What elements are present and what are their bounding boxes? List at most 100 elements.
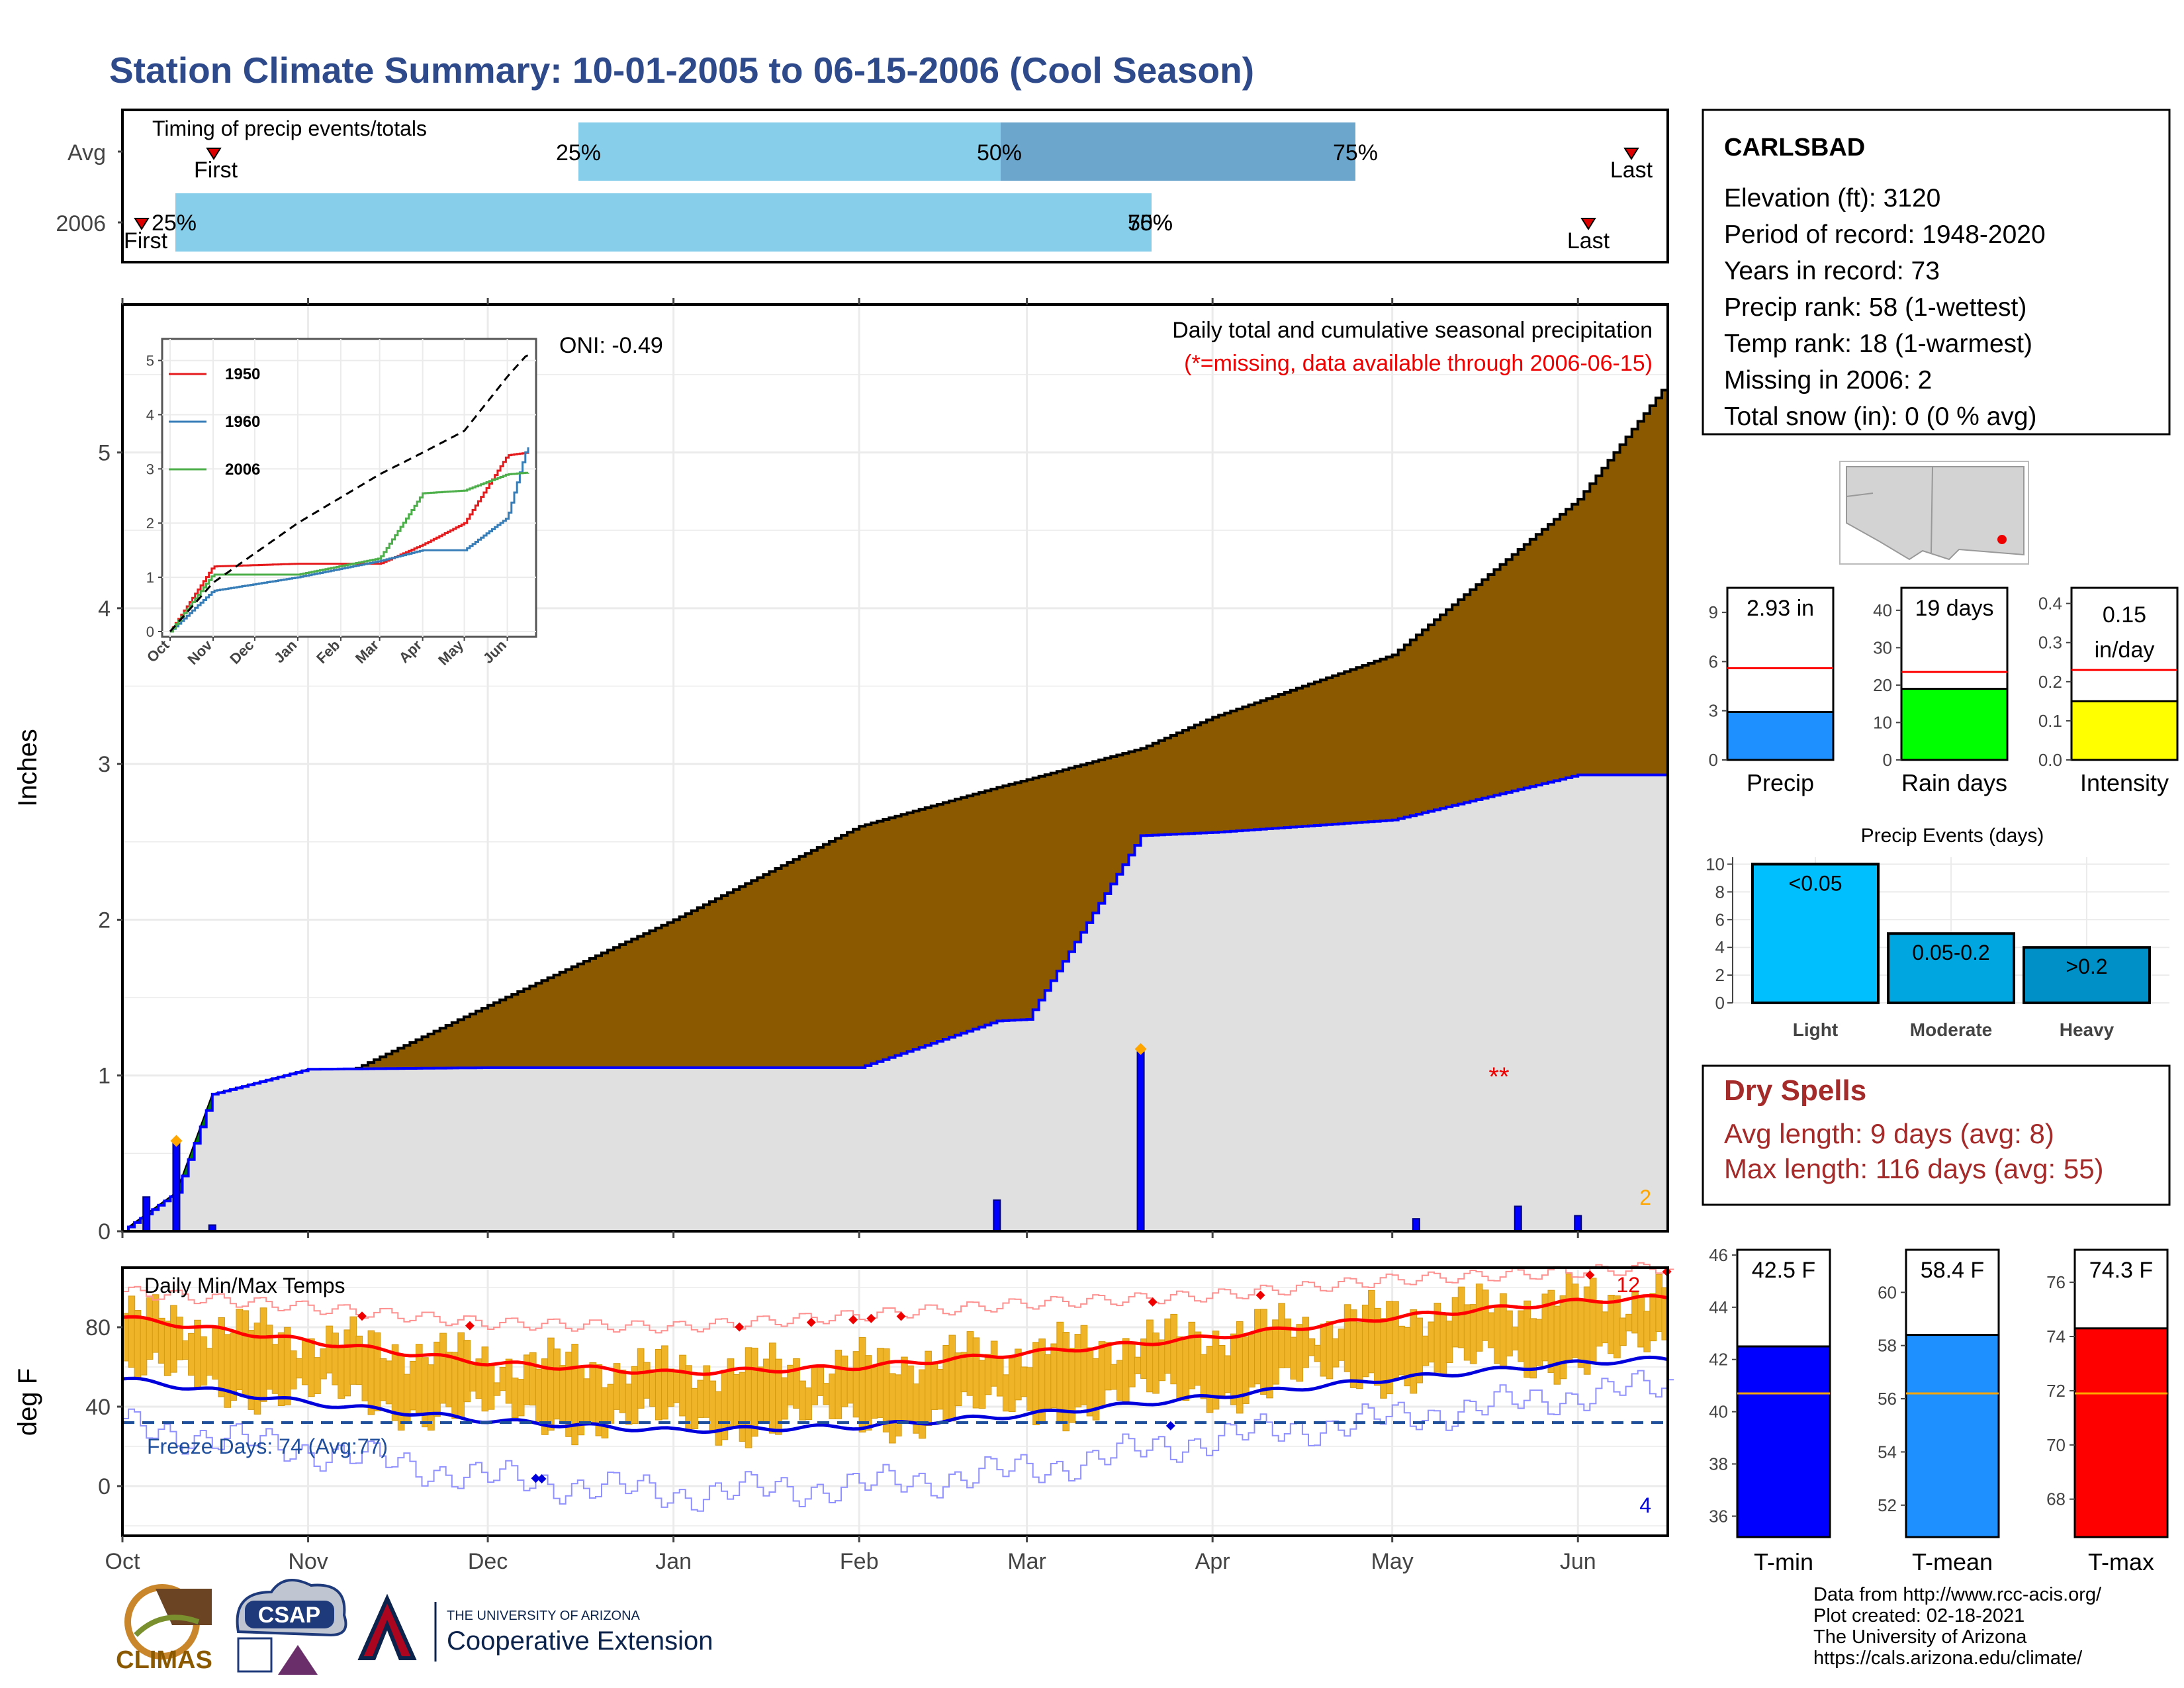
daily-temp-bar — [320, 1348, 327, 1380]
daily-temp-bar — [457, 1332, 465, 1418]
daily-temp-bar — [295, 1358, 303, 1379]
raindays-bar — [1900, 688, 2009, 761]
daily-temp-bar — [799, 1380, 806, 1421]
daily-temp-bar — [846, 1368, 854, 1404]
tmin-category-label: T-min — [1754, 1548, 1813, 1575]
daily-temp-bar — [733, 1374, 741, 1429]
daily-temp-bar — [739, 1372, 747, 1442]
daily-temp-bar — [332, 1333, 339, 1385]
precip-category-label: Precip — [1747, 769, 1814, 796]
daily-temp-bar — [1050, 1343, 1058, 1409]
daily-temp-bar — [439, 1333, 447, 1404]
dry-spells-box: Dry Spells Avg length: 9 days (avg: 8) M… — [1702, 1064, 2171, 1206]
intensity-unit-label: in/day — [2095, 637, 2155, 663]
tmin-value-label: 42.5 F — [1752, 1258, 1815, 1283]
intensity-value-label: 0.15 — [2103, 602, 2146, 628]
events-value-label: 0.05-0.2 — [1912, 941, 1989, 964]
daily-temp-bar — [1625, 1313, 1633, 1332]
daily-temp-bar — [1182, 1338, 1190, 1401]
events-tick-label: 4 — [1715, 937, 1725, 957]
dry-spells-title: Dry Spells — [1724, 1074, 1866, 1107]
daily-temp-bar — [948, 1335, 956, 1422]
daily-temp-bar — [1367, 1289, 1375, 1374]
station-snow: Total snow (in): 0 (0 % avg) — [1724, 402, 2037, 431]
daily-temp-bar — [529, 1352, 537, 1406]
temp-ytick-label: 0 — [98, 1474, 111, 1499]
daily-temp-bar — [146, 1297, 154, 1360]
daily-temp-bar — [487, 1365, 495, 1410]
record-min-line — [122, 1370, 1674, 1512]
daily-temp-bar — [379, 1358, 387, 1401]
intensity-bar — [2070, 700, 2179, 761]
tmean-category-label: T-mean — [1912, 1548, 1993, 1575]
daily-temp-bar — [1487, 1312, 1495, 1348]
daily-temp-bar — [1170, 1313, 1177, 1385]
daily-temp-bar — [1565, 1274, 1573, 1364]
avg-first-label: First — [194, 158, 238, 183]
precip-ytick-label: 0 — [98, 1219, 111, 1244]
daily-temp-bar — [835, 1349, 842, 1419]
daily-precip-bar — [993, 1199, 1001, 1232]
events-value-label: <0.05 — [1789, 871, 1843, 895]
events-title: Precip Events (days) — [1861, 825, 2044, 847]
y2006-last-marker — [1580, 218, 1596, 230]
daily-temp-bar — [1284, 1318, 1291, 1368]
precip-ylabel: Inches — [13, 729, 42, 807]
daily-temp-bar — [188, 1333, 195, 1376]
observed-cumulative-line — [122, 773, 1668, 1233]
daily-temp-bar — [1643, 1311, 1651, 1352]
y2006-p25-label: 25% — [152, 211, 197, 236]
daily-temp-bar — [619, 1370, 627, 1413]
record-low-marker — [531, 1474, 541, 1483]
daily-temp-bar — [1134, 1356, 1142, 1374]
locator-map — [1839, 461, 2029, 565]
climas-logo: CLIMAS — [116, 1584, 212, 1674]
station-period: Period of record: 1948-2020 — [1724, 220, 2046, 249]
daily-temp-bar — [397, 1354, 405, 1431]
precip-missing-note: (*=missing, data available through 2006-… — [1184, 351, 1653, 376]
precip-bar — [1726, 710, 1835, 761]
temp-xtick-label: Oct — [105, 1549, 140, 1574]
inset-line-1960 — [170, 447, 529, 633]
daily-temp-bar — [182, 1340, 189, 1360]
daily-precip-bar — [1136, 1051, 1145, 1232]
credit-data-source: Data from http://www.rcc-acis.org/ — [1813, 1584, 2102, 1605]
daily-temp-bar — [265, 1325, 273, 1390]
daily-temp-bar — [338, 1346, 345, 1399]
small-bar-tick-label: 3 — [1709, 701, 1718, 721]
daily-temp-bar — [1422, 1335, 1430, 1366]
daily-temp-bar — [607, 1383, 615, 1424]
daily-temp-bar — [385, 1360, 393, 1405]
daily-temp-bar — [535, 1368, 543, 1422]
events-category-label: Heavy — [2060, 1019, 2115, 1040]
credits: Data from http://www.rcc-acis.org/ Plot … — [1813, 1584, 2102, 1669]
daily-temp-bar — [1308, 1338, 1316, 1356]
events-tick-label: 6 — [1715, 910, 1725, 929]
daily-temp-bar — [829, 1374, 837, 1419]
daily-temp-bar — [1338, 1329, 1345, 1361]
daily-temp-bar — [768, 1342, 776, 1434]
daily-temp-bar — [1062, 1332, 1070, 1432]
daily-temp-bar — [1074, 1334, 1082, 1408]
daily-temp-bar — [1518, 1310, 1525, 1362]
daily-temp-bar — [361, 1346, 369, 1401]
daily-temp-bar — [781, 1377, 788, 1420]
daily-temp-bar — [1601, 1311, 1609, 1344]
daily-temp-bar — [745, 1347, 752, 1448]
daily-temp-bar — [1098, 1341, 1106, 1407]
station-name: CARLSBAD — [1724, 134, 1865, 162]
inset-ytick-label: 0 — [146, 624, 154, 640]
daily-temp-bar — [907, 1365, 914, 1422]
daily-temp-bar — [194, 1319, 201, 1389]
daily-temp-bar — [326, 1325, 333, 1374]
daily-temp-bar — [895, 1374, 902, 1436]
record-high-marker — [848, 1315, 858, 1325]
state-map-shape — [1846, 466, 2025, 561]
daily-temp-bar — [1044, 1354, 1052, 1411]
daily-temp-bar — [128, 1295, 136, 1368]
daily-temp-bar — [1535, 1319, 1543, 1366]
daily-temp-bar — [1361, 1304, 1369, 1378]
record-high-marker — [465, 1321, 475, 1331]
credit-university: The University of Arizona — [1813, 1626, 2027, 1648]
avg-bar-50-75 — [1001, 122, 1355, 181]
